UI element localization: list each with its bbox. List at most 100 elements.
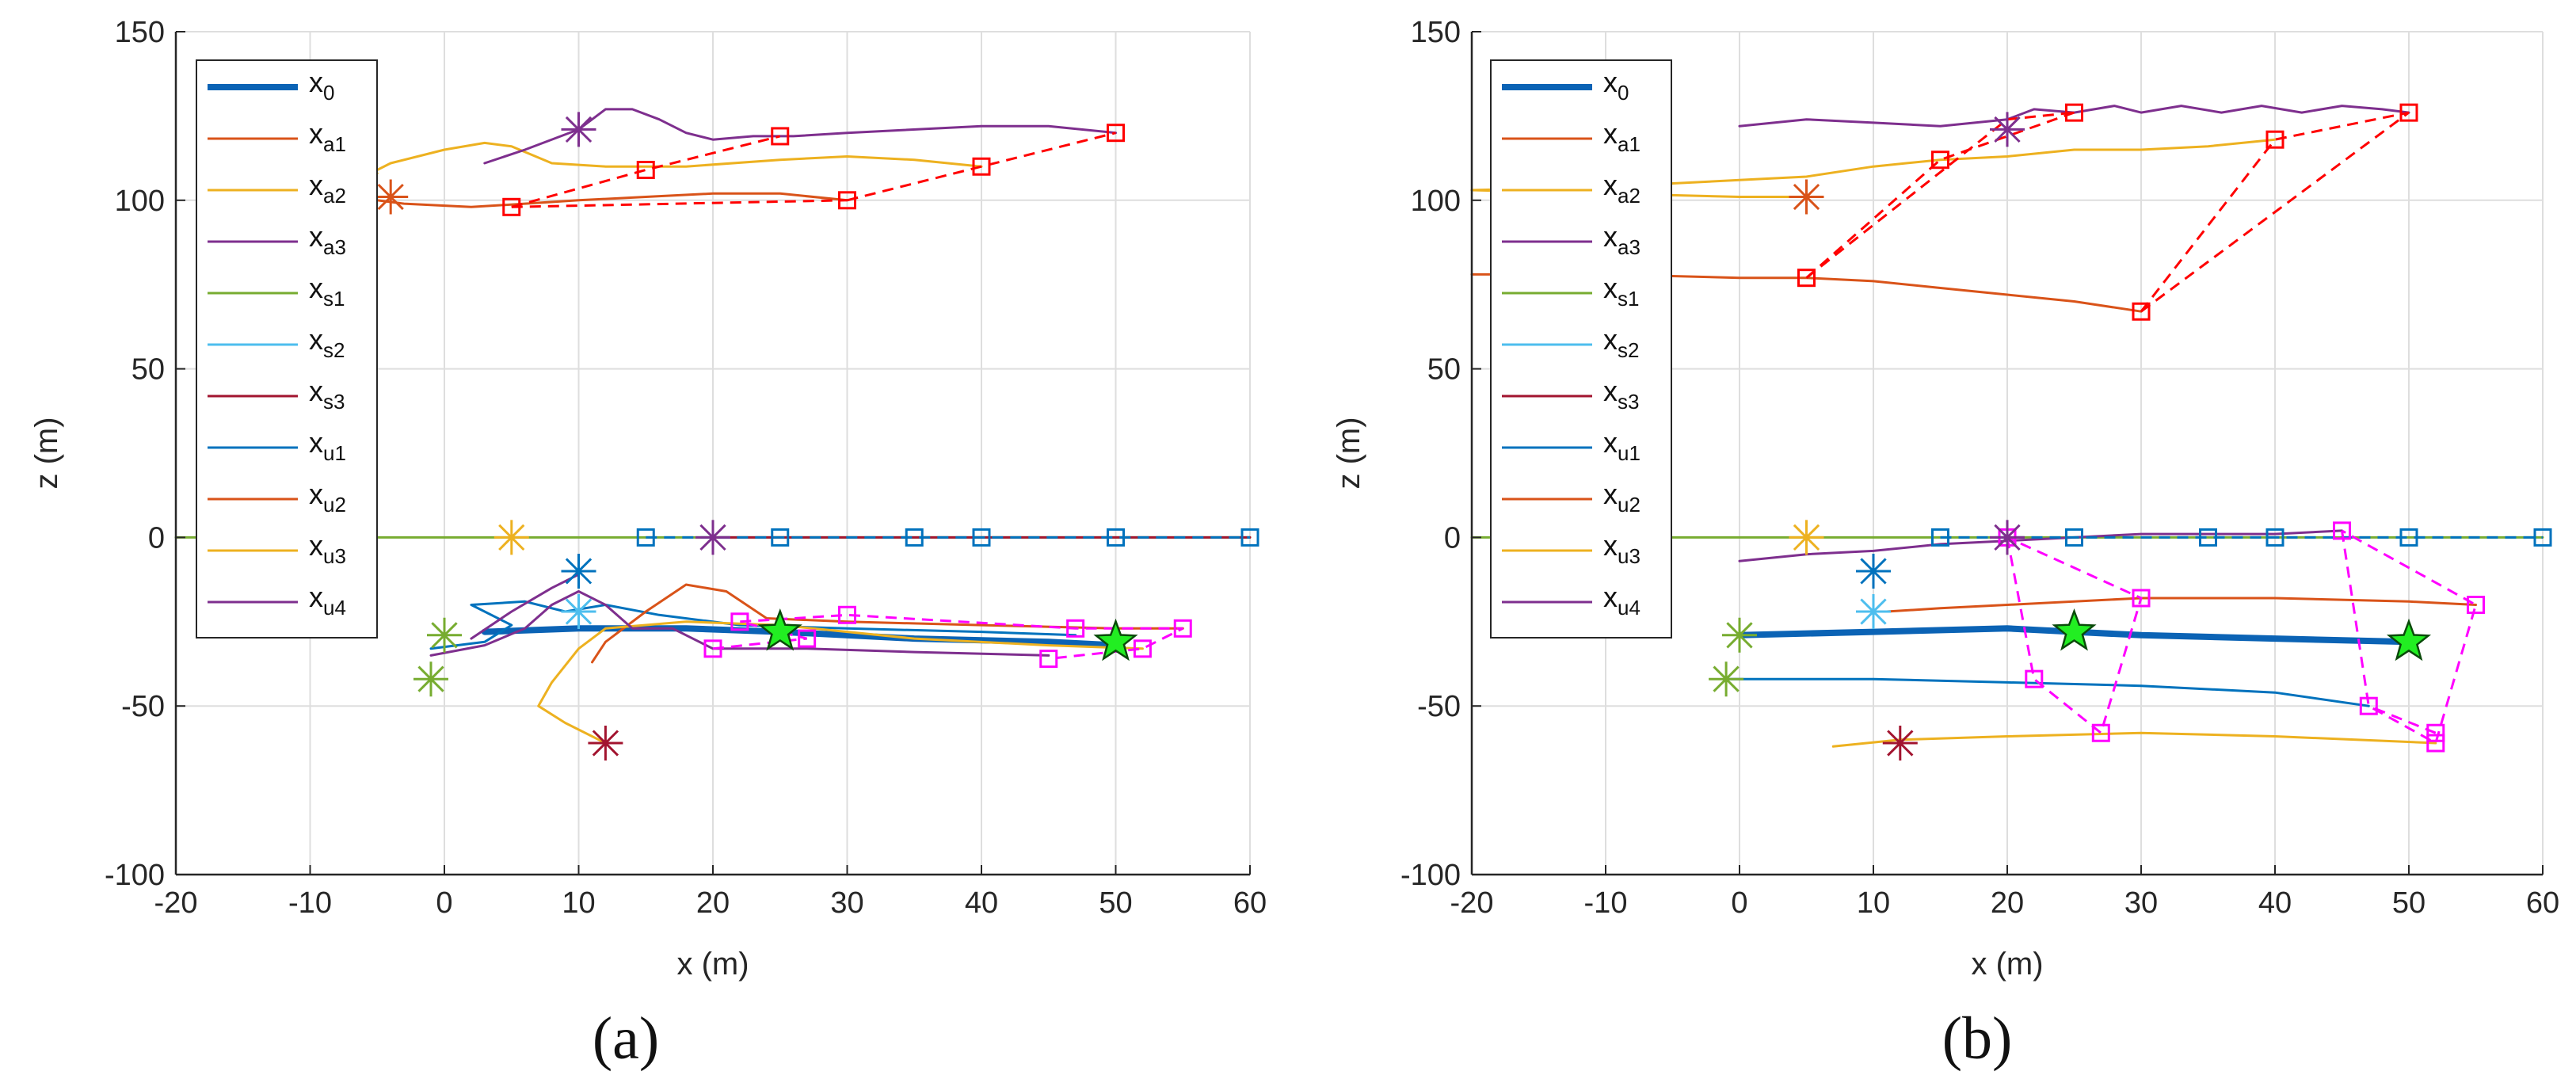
- dashed-link-link_attack: [1805, 111, 2075, 279]
- series-line-xu4: [470, 573, 580, 640]
- square-marker: [2132, 302, 2151, 321]
- square-marker: [1039, 650, 1058, 669]
- legend-label-xu4: xu4: [309, 581, 346, 619]
- square-marker: [730, 612, 749, 631]
- legend-label-xa3: xa3: [1603, 220, 1640, 259]
- x-axis-label: x (m): [1971, 947, 2043, 982]
- square-marker: [1133, 639, 1152, 658]
- x-tick-label: 60: [2526, 886, 2559, 920]
- legend-label-main: x: [1603, 581, 1618, 613]
- x-tick-label: 10: [1857, 886, 1890, 920]
- panel-label: (b): [1942, 1005, 2013, 1072]
- dashed-link-link_unknown: [712, 613, 1183, 661]
- y-tick-label: 0: [1444, 521, 1461, 555]
- x-tick-label: -10: [288, 886, 332, 920]
- square-marker: [2333, 521, 2351, 540]
- square-marker: [905, 528, 924, 547]
- legend-label-xs1: xs1: [309, 272, 345, 311]
- legend-label-sub: u1: [323, 441, 346, 465]
- square-marker: [2533, 528, 2552, 547]
- legend-label-sub: s3: [1618, 390, 1639, 414]
- legend-label-sub: s3: [323, 390, 345, 414]
- legend-label-sub: u2: [1618, 493, 1640, 517]
- legend-label-main: x: [1603, 426, 1618, 459]
- square-marker: [703, 639, 722, 658]
- legend-label-main: x: [309, 375, 323, 407]
- legend-label-xa1: xa1: [1603, 117, 1640, 156]
- target-star-marker: [2386, 618, 2432, 661]
- legend-label-xa3: xa3: [309, 220, 346, 259]
- square-marker: [2426, 723, 2445, 742]
- square-marker: [2132, 589, 2151, 608]
- square-marker: [1931, 151, 1949, 170]
- square-marker: [2265, 130, 2284, 149]
- x-tick-label: 20: [696, 886, 730, 920]
- series-line-xu3: [537, 620, 1144, 745]
- series-line-xa1: [349, 192, 848, 208]
- dashed-link-link_attack: [511, 199, 848, 208]
- x-tick-label: 30: [2124, 886, 2158, 920]
- x-tick-label: -20: [154, 886, 198, 920]
- asterisk-marker-xu4: [1990, 520, 2025, 555]
- asterisk-marker-xa1: [373, 179, 409, 215]
- square-marker: [1931, 528, 1949, 547]
- legend-label-xs2: xs2: [309, 323, 345, 362]
- y-tick-label: 50: [1427, 353, 1461, 387]
- legend-label-xa2: xa2: [1603, 169, 1640, 208]
- asterisk-marker-xa1: [1789, 179, 1824, 215]
- x-tick-label: 10: [562, 886, 595, 920]
- legend-label-sub: u3: [1618, 544, 1640, 568]
- y-tick-label: 150: [1411, 16, 1461, 49]
- legend-label-xu3: xu3: [309, 529, 346, 568]
- asterisk-marker-xs1: [427, 617, 462, 653]
- legend-label-main: x: [1603, 478, 1618, 510]
- square-marker: [636, 528, 655, 547]
- legend-label-sub: a2: [323, 184, 346, 208]
- asterisk-marker-xs3: [588, 726, 623, 761]
- legend-box: [1490, 59, 1672, 639]
- square-marker: [771, 127, 790, 146]
- y-axis-label: z (m): [29, 417, 64, 489]
- legend-label-sub: s2: [323, 338, 345, 362]
- legend-label-main: x: [1603, 117, 1618, 150]
- asterisk-marker-xu1: [561, 554, 596, 589]
- legend-label-xa2: xa2: [309, 169, 346, 208]
- legend-label-xs1: xs1: [1603, 272, 1639, 311]
- square-marker: [972, 157, 991, 176]
- square-marker: [1066, 619, 1085, 638]
- legend-label-main: x: [1603, 220, 1618, 253]
- y-tick-label: 100: [1411, 185, 1461, 218]
- legend-box: [196, 59, 378, 639]
- legend-label-main: x: [309, 220, 323, 253]
- legend-label-x0: x0: [1603, 66, 1629, 105]
- y-tick-label: 50: [131, 353, 165, 387]
- legend-label-main: x: [1603, 169, 1618, 201]
- legend-label-x0: x0: [309, 66, 334, 105]
- square-marker: [2467, 596, 2485, 615]
- square-marker: [1107, 124, 1125, 143]
- legend-label-sub: a2: [1618, 184, 1640, 208]
- x-tick-label: 30: [830, 886, 863, 920]
- y-tick-label: -50: [1417, 690, 1461, 723]
- x-tick-label: 50: [1099, 886, 1132, 920]
- asterisk-marker-xs2: [1856, 594, 1891, 629]
- legend-label-main: x: [309, 117, 323, 150]
- square-marker: [2426, 734, 2445, 753]
- target-star-marker: [1093, 618, 1138, 661]
- series-line-xa3: [1738, 105, 2410, 128]
- x-tick-label: -20: [1450, 886, 1494, 920]
- square-marker: [1797, 269, 1816, 288]
- legend-label-sub: u1: [1618, 441, 1640, 465]
- square-marker: [2065, 103, 2083, 122]
- legend-label-xu2: xu2: [1603, 478, 1640, 517]
- dashed-link-link_unknown: [2006, 536, 2143, 735]
- legend-label-main: x: [1603, 529, 1618, 562]
- legend-label-main: x: [309, 478, 323, 510]
- series-line-xu3: [1831, 731, 2437, 748]
- asterisk-marker-xs1: [413, 661, 448, 697]
- square-marker: [2091, 723, 2110, 742]
- asterisk-marker-xu4: [695, 520, 730, 555]
